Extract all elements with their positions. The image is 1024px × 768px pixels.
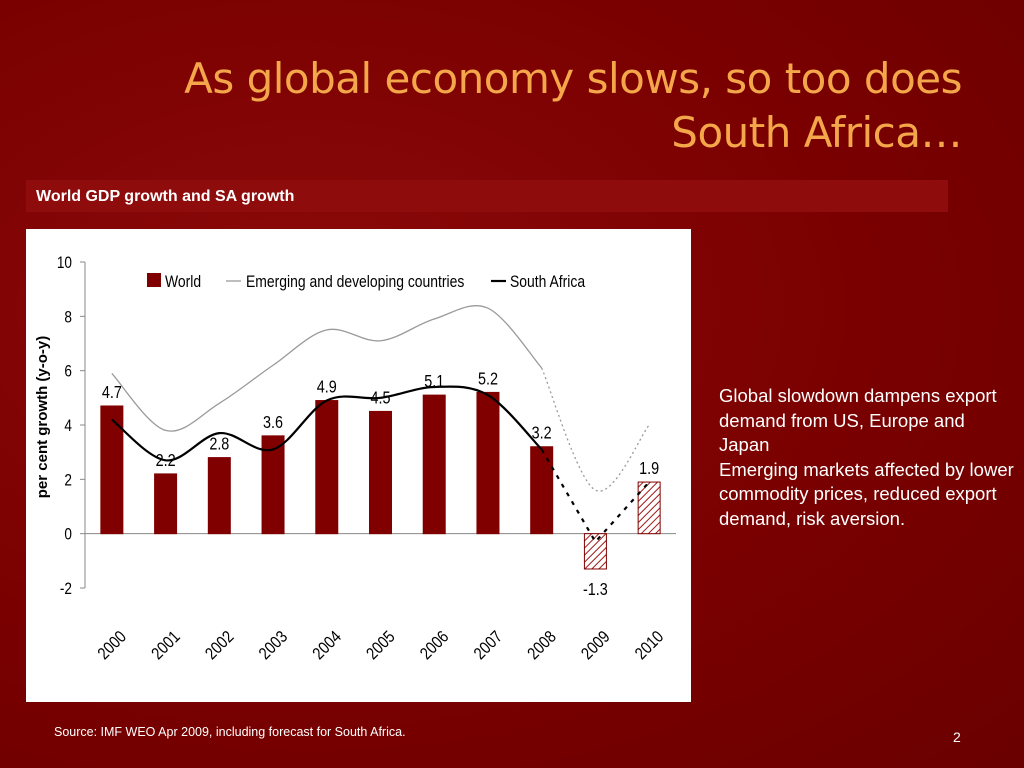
commentary: Global slowdown dampens export demand fr…	[719, 384, 1019, 531]
bar-world-2004	[315, 400, 339, 535]
x-tick-label: 2003	[256, 628, 292, 664]
bar-value-label: 4.7	[102, 383, 122, 403]
bar-value-label: -1.3	[583, 580, 608, 600]
y-tick-label: 6	[64, 362, 72, 381]
bar-world-2003	[261, 435, 285, 535]
bar-value-label: 2.8	[209, 434, 229, 454]
y-tick-label: 0	[64, 525, 72, 544]
line-south-africa-forecast	[540, 448, 650, 544]
bar-world-2005	[369, 410, 392, 535]
line-south-africa-actual	[111, 385, 543, 462]
legend-emerging-label: Emerging and developing countries	[246, 273, 465, 292]
line-emerging-actual	[111, 305, 543, 432]
x-tick-label: 2005	[363, 628, 399, 664]
x-tick-label: 2000	[95, 628, 131, 664]
bullet-2: Emerging markets affected by lower commo…	[719, 458, 1014, 529]
x-tick-label: 2001	[148, 628, 184, 664]
bar-value-label: 5.2	[478, 369, 498, 389]
title-line-2: South Africa…	[671, 108, 962, 157]
bar-world-2006	[422, 394, 446, 535]
bar-value-label: 4.9	[317, 377, 337, 397]
x-tick-label: 2009	[578, 628, 614, 664]
bar-value-label: 3.6	[263, 412, 283, 432]
page-number: 2	[953, 729, 961, 745]
x-tick-label: 2007	[471, 628, 507, 664]
chart-panel: -2 0 2 4 6 8 10 per cent growth (y-o-y) 4.7 2.2 2.…	[26, 229, 691, 702]
bar-world-2001	[154, 473, 178, 535]
y-tick-label: 4	[64, 417, 72, 436]
bar-world-2009	[583, 533, 607, 570]
x-tick-label: 2008	[524, 628, 560, 664]
bar-world-2010	[637, 481, 661, 535]
y-tick-label: 10	[57, 254, 72, 273]
y-tick-label: -2	[60, 580, 72, 599]
chart-header-bar: World GDP growth and SA growth	[26, 180, 948, 212]
title-line-1: As global economy slows, so too does	[184, 54, 962, 103]
legend-south-africa-label: South Africa	[510, 273, 585, 292]
legend-world-swatch	[147, 273, 161, 287]
bar-world-2002	[207, 457, 231, 535]
slide-title: As global economy slows, so too does Sou…	[62, 52, 962, 160]
bar-world-2008	[530, 446, 554, 535]
x-tick-label: 2002	[202, 628, 238, 664]
chart-subtitle: World GDP growth and SA growth	[36, 188, 295, 205]
y-tick-label: 2	[64, 471, 72, 490]
x-tick-label: 2010	[632, 628, 668, 664]
y-tick-label: 8	[64, 308, 72, 327]
legend-world-label: World	[165, 273, 201, 292]
x-tick-label: 2004	[310, 628, 346, 664]
bullet-1: Global slowdown dampens export demand fr…	[719, 385, 997, 455]
bar-world-2000	[100, 405, 124, 535]
bar-value-label: 3.2	[532, 423, 552, 443]
source-note: Source: IMF WEO Apr 2009, including fore…	[54, 725, 406, 739]
bar-world-2007	[476, 391, 500, 535]
line-emerging-forecast	[541, 367, 650, 492]
bar-value-label: 1.9	[639, 459, 659, 479]
y-axis-title: per cent growth (y-o-y)	[34, 336, 51, 499]
x-tick-label: 2006	[417, 628, 453, 664]
